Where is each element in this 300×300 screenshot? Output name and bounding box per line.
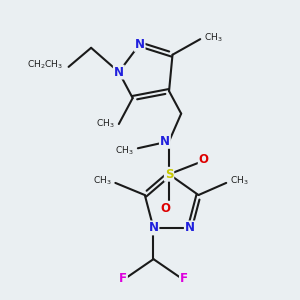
Text: $\mathregular{CH_3}$: $\mathregular{CH_3}$ xyxy=(96,118,115,130)
Text: N: N xyxy=(185,221,195,234)
Text: N: N xyxy=(160,135,170,148)
Text: O: O xyxy=(160,202,171,215)
Text: $\mathregular{CH_3}$: $\mathregular{CH_3}$ xyxy=(204,31,223,44)
Text: $\mathregular{CH_3}$: $\mathregular{CH_3}$ xyxy=(115,145,134,157)
Text: $\mathregular{CH_3}$: $\mathregular{CH_3}$ xyxy=(93,175,111,188)
Text: N: N xyxy=(135,38,145,51)
Text: $\mathregular{CH_3}$: $\mathregular{CH_3}$ xyxy=(230,175,249,188)
Text: F: F xyxy=(119,272,127,285)
Text: F: F xyxy=(180,272,188,285)
Text: S: S xyxy=(165,168,173,181)
Text: N: N xyxy=(114,66,124,79)
Text: N: N xyxy=(148,221,158,234)
Text: O: O xyxy=(199,153,209,166)
Text: $\mathregular{CH_2CH_3}$: $\mathregular{CH_2CH_3}$ xyxy=(27,59,63,71)
